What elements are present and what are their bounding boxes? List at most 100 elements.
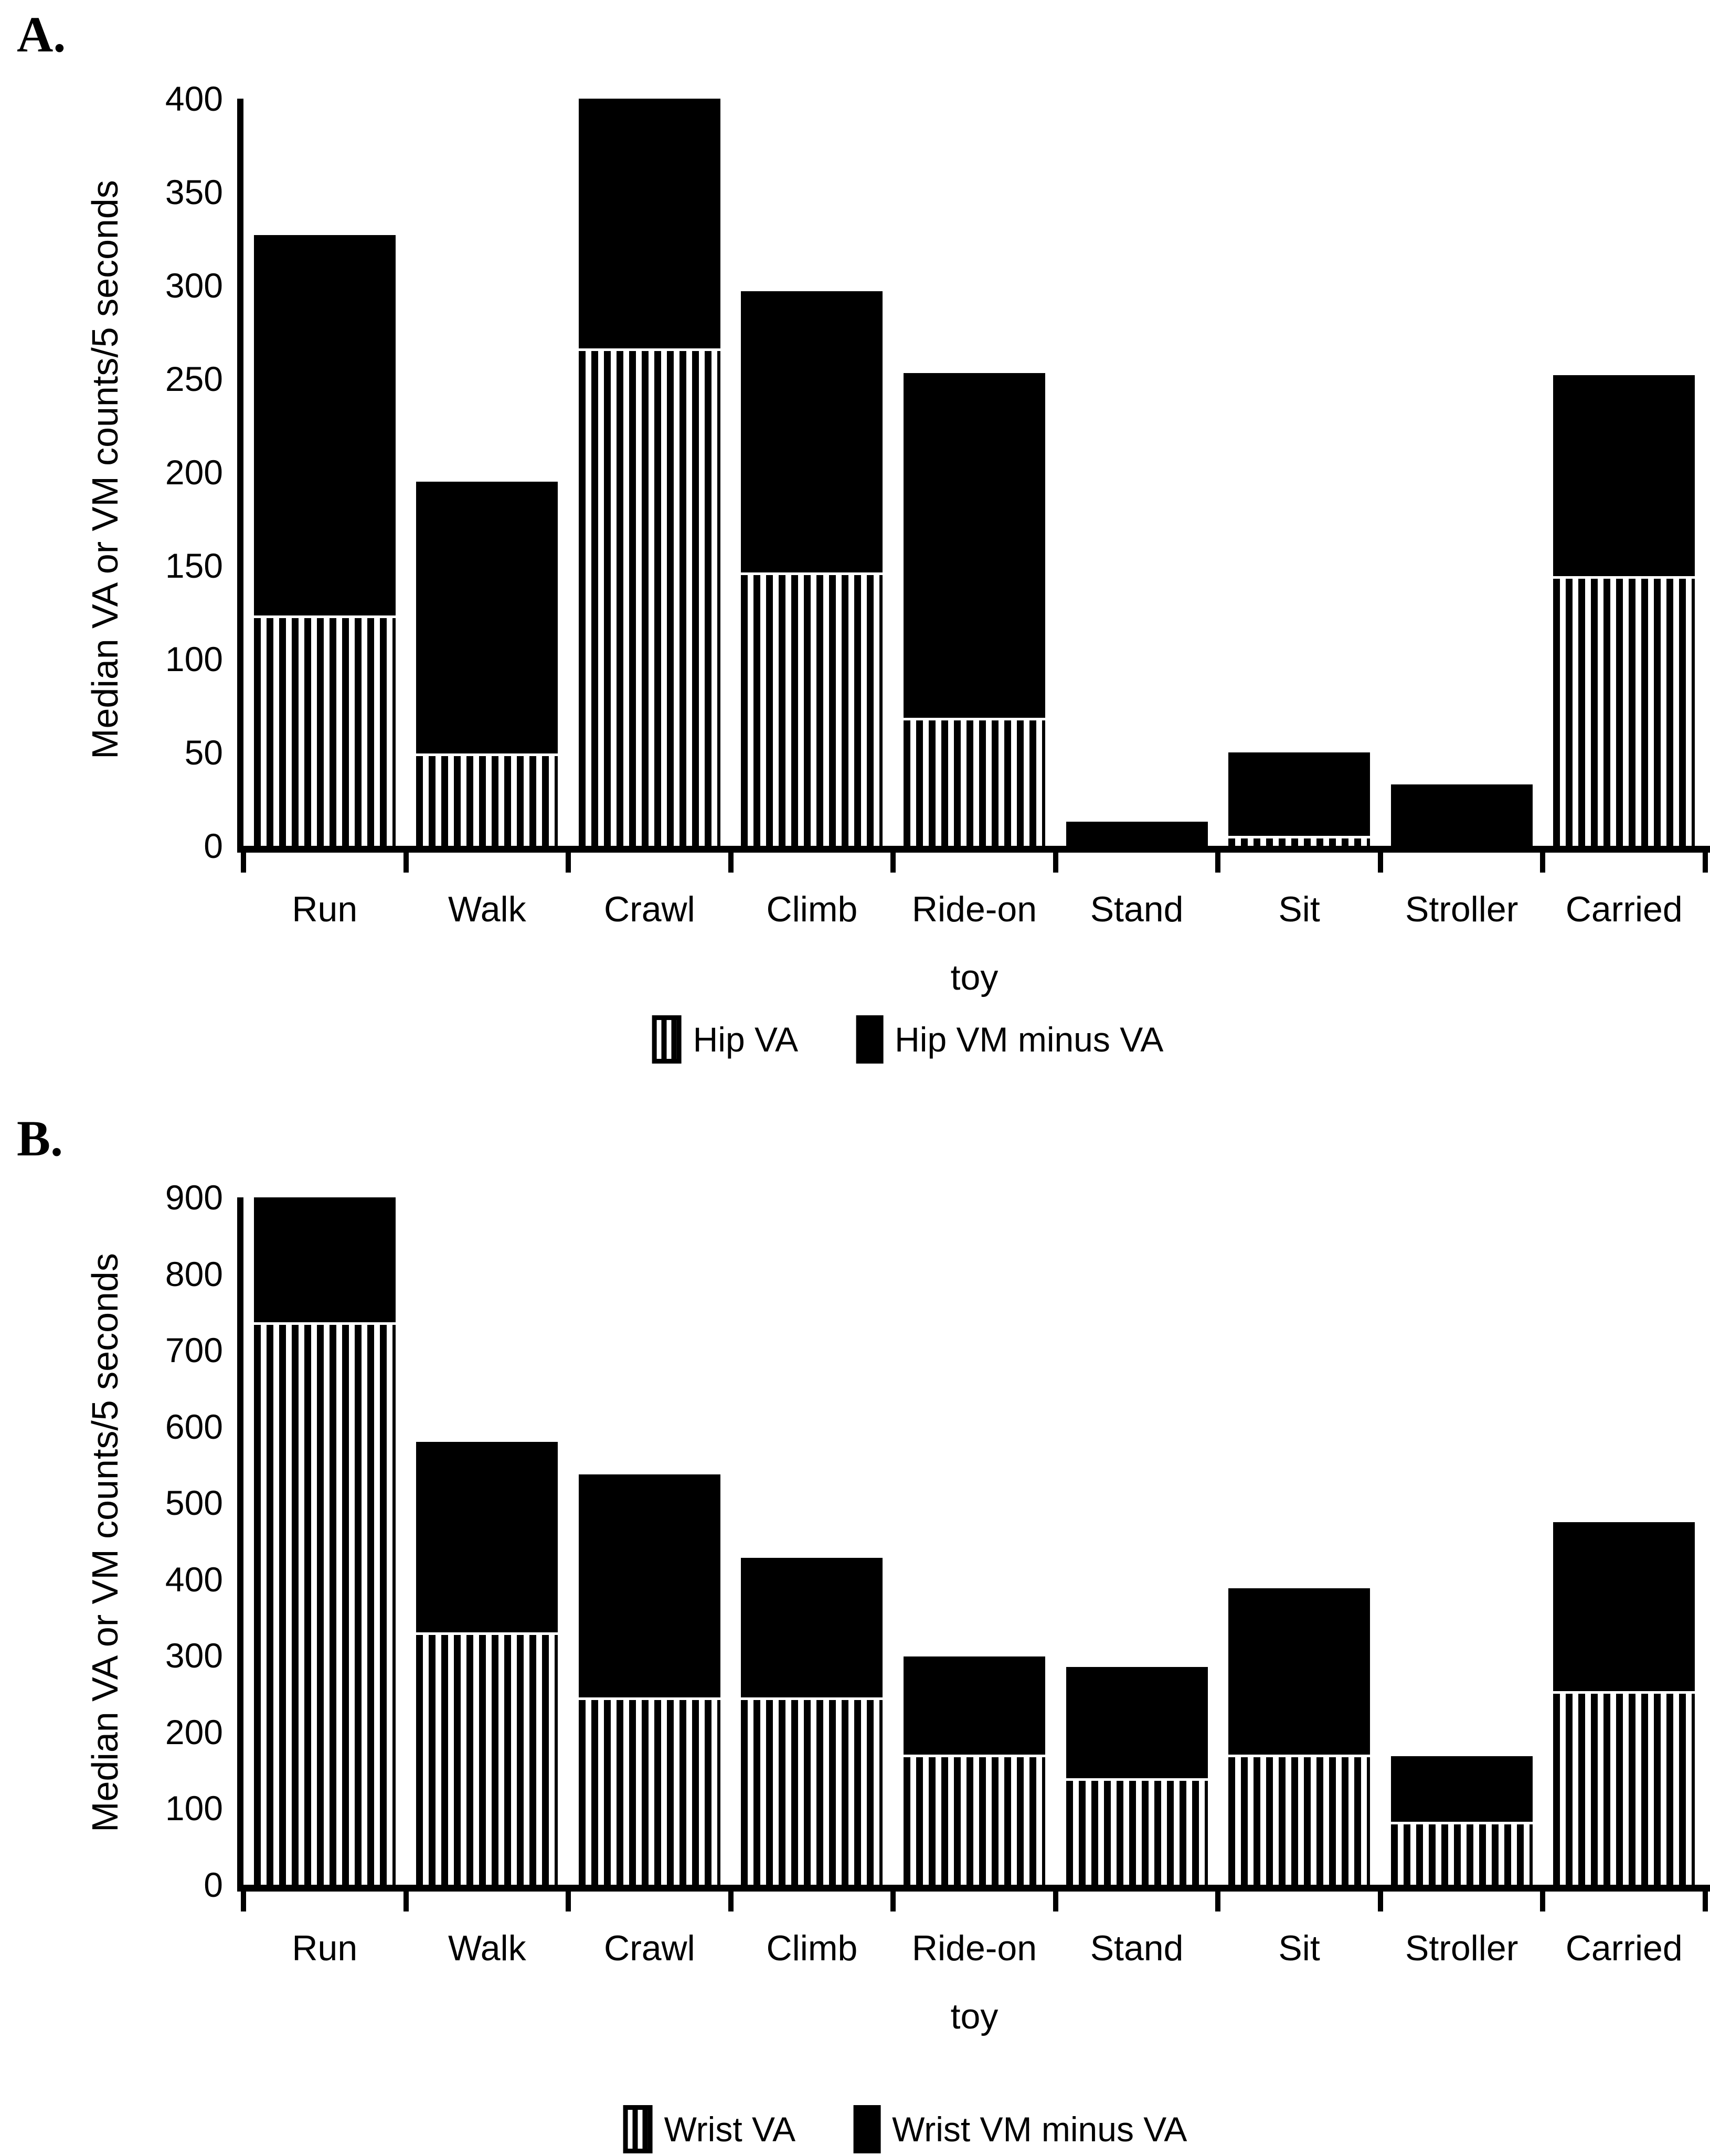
x-axis-tick — [728, 853, 734, 873]
bar-stand-segment-separator — [1066, 1778, 1208, 1781]
bar-stroller — [1390, 784, 1533, 846]
bar-stand-vm-minus-va-segment — [1066, 822, 1208, 846]
x-axis-tick — [1215, 1892, 1221, 1911]
bar-walk-segment-separator — [416, 1632, 558, 1635]
y-axis-line — [237, 1197, 243, 1892]
bar-run — [253, 235, 396, 846]
x-category-label-climb: Climb — [766, 889, 858, 929]
legend-item-wrist-vm-minus-va: Wrist VM minus VA — [853, 2105, 1187, 2153]
bar-sit-segment-separator — [1228, 1755, 1371, 1757]
bar-run — [253, 1197, 396, 1885]
bar-run-segment-separator — [253, 615, 396, 618]
bar-walk — [416, 482, 558, 846]
panel-b-label: B. — [17, 1110, 63, 1166]
bar-stroller-vm-minus-va-segment — [1390, 1756, 1533, 1822]
bar-sit-vm-minus-va-segment — [1228, 1588, 1371, 1755]
panel-b-y-axis-title: Median VA or VM counts/5 seconds — [84, 1253, 125, 1832]
x-category-label-stand: Stand — [1090, 1928, 1184, 1968]
bar-climb-segment-separator — [741, 1697, 883, 1700]
y-tick-label-400: 400 — [165, 79, 223, 118]
y-tick-label-900: 900 — [165, 1178, 223, 1217]
x-axis-line — [237, 846, 1710, 853]
bar-crawl-segment-separator — [578, 1697, 720, 1700]
bar-stand — [1066, 1667, 1208, 1885]
hip-va-legend-label: Hip VA — [693, 1020, 799, 1059]
x-category-label-sit: Sit — [1278, 889, 1320, 929]
x-category-label-ride-on-toy: Ride-on toy — [911, 1928, 1037, 2036]
bar-ride-on-toy — [904, 1656, 1045, 1885]
bar-sit-va-segment — [1228, 838, 1371, 846]
bar-walk-segment-separator — [416, 753, 558, 756]
x-category-label-sit: Sit — [1278, 1928, 1320, 1968]
bar-climb — [741, 291, 883, 846]
bar-stand-vm-minus-va-segment — [1066, 1667, 1208, 1778]
bar-sit-vm-minus-va-segment — [1228, 752, 1371, 836]
bar-run-va-segment — [253, 1325, 396, 1885]
y-tick-label-0: 0 — [204, 1865, 223, 1904]
x-axis-tick — [403, 1892, 409, 1911]
bar-run-vm-minus-va-segment — [253, 235, 396, 615]
bar-climb — [741, 1558, 883, 1885]
x-axis-tick — [1053, 1892, 1058, 1911]
bar-ride-on-toy-vm-minus-va-segment — [904, 1656, 1045, 1755]
bar-walk-vm-minus-va-segment — [416, 482, 558, 753]
bar-crawl-vm-minus-va-segment — [578, 1474, 720, 1697]
bar-walk-va-segment — [416, 756, 558, 846]
bar-stroller-va-segment — [1390, 1824, 1533, 1885]
bar-carried — [1553, 375, 1695, 846]
x-axis-tick — [241, 853, 246, 873]
hip-vm-minus-va-legend-label: Hip VM minus VA — [895, 1020, 1164, 1059]
bar-crawl-segment-separator — [578, 348, 720, 351]
bar-ride-on-toy-segment-separator — [904, 718, 1045, 720]
bar-ride-on-toy-va-segment — [904, 1757, 1045, 1885]
x-category-label-walk: Walk — [448, 889, 526, 929]
wrist-va-legend-label: Wrist VA — [664, 2110, 796, 2149]
x-category-label-stroller: Stroller — [1405, 889, 1518, 929]
bar-stroller-vm-minus-va-segment — [1390, 784, 1533, 846]
bar-walk — [416, 1442, 558, 1885]
bar-stand-va-segment — [1066, 1781, 1208, 1885]
x-category-label-stand: Stand — [1090, 889, 1184, 929]
bar-ride-on-toy-va-segment — [904, 720, 1045, 846]
bar-carried-segment-separator — [1553, 1691, 1695, 1694]
bar-run-va-segment — [253, 618, 396, 846]
x-axis-tick — [1540, 1892, 1546, 1911]
x-axis-tick — [1703, 853, 1708, 873]
wrist-va-striped-swatch-icon — [623, 2105, 653, 2153]
x-category-label-climb: Climb — [766, 1928, 858, 1968]
bar-sit-va-segment — [1228, 1757, 1371, 1885]
panel-a-legend: Hip VA Hip VM minus VA — [652, 1015, 1164, 1064]
wrist-vm-minus-va-legend-label: Wrist VM minus VA — [892, 2110, 1187, 2149]
x-category-label-carried: Carried — [1565, 1928, 1683, 1968]
bar-crawl — [578, 99, 720, 846]
x-axis-tick — [403, 853, 409, 873]
legend-item-hip-va: Hip VA — [652, 1015, 799, 1064]
wrist-vm-minus-va-solid-swatch-icon — [853, 2105, 881, 2153]
x-axis-tick — [1540, 853, 1546, 873]
bar-climb-vm-minus-va-segment — [741, 291, 883, 572]
y-tick-label-0: 0 — [204, 826, 223, 865]
bar-crawl-va-segment — [578, 1700, 720, 1885]
x-axis-tick — [241, 1892, 246, 1911]
bar-crawl-vm-minus-va-segment — [578, 99, 720, 348]
x-category-label-run: Run — [292, 889, 358, 929]
bar-stand — [1066, 822, 1208, 846]
x-axis-tick — [1377, 1892, 1383, 1911]
bar-ride-on-toy-segment-separator — [904, 1755, 1045, 1757]
bar-stroller — [1390, 1756, 1533, 1885]
x-axis-tick — [1703, 1892, 1708, 1911]
x-axis-tick — [728, 1892, 734, 1911]
bar-carried-vm-minus-va-segment — [1553, 1522, 1695, 1691]
x-axis-tick — [890, 853, 896, 873]
bar-walk-vm-minus-va-segment — [416, 1442, 558, 1632]
bar-stroller-segment-separator — [1390, 1822, 1533, 1824]
x-axis-tick — [566, 853, 571, 873]
bar-sit — [1228, 1588, 1371, 1885]
x-axis-tick — [1215, 853, 1221, 873]
hip-va-striped-swatch-icon — [652, 1015, 682, 1064]
x-category-label-carried: Carried — [1565, 889, 1683, 929]
bar-climb-segment-separator — [741, 572, 883, 575]
bar-crawl — [578, 1474, 720, 1885]
bar-climb-va-segment — [741, 575, 883, 846]
